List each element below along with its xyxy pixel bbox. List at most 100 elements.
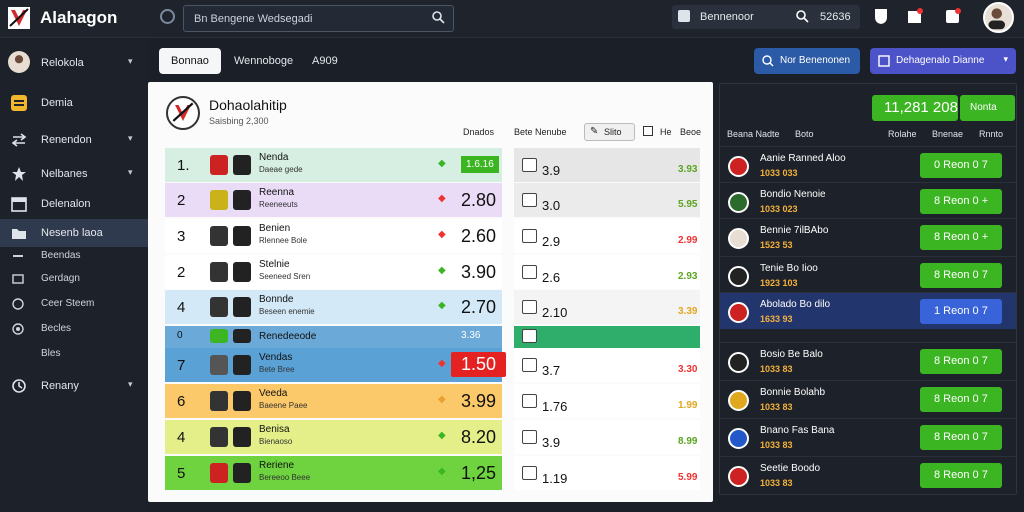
- bet-row[interactable]: Seetie Boodo 1033 83 8 Reon 0 7: [720, 456, 1016, 493]
- mid-row[interactable]: 3.7 3.30: [514, 348, 700, 382]
- chevron-down-icon: ▾: [1003, 54, 1008, 64]
- place-bet-button[interactable]: 8 Reon 0 +: [920, 225, 1002, 250]
- edit-toggle[interactable]: ✎ Slito: [584, 123, 635, 141]
- sidebar-item-renendon[interactable]: Renendon ▾: [0, 126, 148, 154]
- tab-bonnao[interactable]: Bonnao: [159, 48, 221, 74]
- odds-value[interactable]: 2.60: [461, 226, 497, 246]
- top-search-box[interactable]: Bennenoor 52636: [672, 5, 860, 29]
- bet-row[interactable]: Bonnie Bolahb 1033 83 8 Reon 0 7: [720, 380, 1016, 417]
- odds-value[interactable]: 2.70: [461, 297, 497, 317]
- place-bet-button[interactable]: 0 Reon 0 7: [920, 153, 1002, 178]
- bet-row[interactable]: Bosio Be Balo 1033 83 8 Reon 0 7: [720, 342, 1016, 379]
- dropdown-button[interactable]: Dehagenalo Dianne ▾: [870, 48, 1016, 74]
- bet-name: Abolado Bo dilo: [760, 299, 831, 310]
- odds-value[interactable]: 3.90: [461, 262, 497, 282]
- mid-row[interactable]: 3.0 5.95: [514, 183, 700, 217]
- compass-icon[interactable]: [160, 9, 175, 24]
- sidebar-item-renany[interactable]: Renany ▾: [0, 372, 148, 400]
- table-row[interactable]: 2 Stelnie Seeneed Sren ◆ 3.90: [165, 255, 502, 289]
- magnifier-icon[interactable]: [796, 10, 809, 23]
- mid-row[interactable]: 2.9 2.99: [514, 219, 700, 253]
- dash-icon: [13, 255, 23, 257]
- column-header: Rolahe: [888, 129, 917, 139]
- sidebar-sub-item[interactable]: Gerdagn: [0, 268, 148, 290]
- mid-row[interactable]: 1.19 5.99: [514, 456, 700, 490]
- sidebar-sub-item[interactable]: Becles: [0, 318, 148, 340]
- table-row[interactable]: 3 Benien Rlennee Bole ◆ 2.60: [165, 219, 502, 253]
- trend-arrow-icon: ◆: [438, 300, 446, 311]
- table-row[interactable]: 0 Renedeeode 3.36: [165, 326, 502, 348]
- sidebar-sub-item[interactable]: Ceer Steem: [0, 293, 148, 315]
- mid-row[interactable]: 2.6 2.93: [514, 255, 700, 289]
- trend-arrow-icon: ◆: [438, 430, 446, 441]
- bet-row[interactable]: Aanie Ranned Aloo 1033 033 0 Reon 0 7: [720, 146, 1016, 183]
- sidebar-item-nesenb-laoa[interactable]: Nesenb laoa: [0, 219, 148, 247]
- table-row[interactable]: 1. Nenda Daeae gede ◆ 1.6.16: [165, 148, 502, 182]
- table-row[interactable]: 5 Reriene Bereeoo Beee ◆ 1,25: [165, 456, 502, 490]
- tab-wennoboge[interactable]: Wennoboge: [234, 55, 294, 67]
- avatar[interactable]: [983, 2, 1014, 33]
- place-bet-button[interactable]: 8 Reon 0 7: [920, 425, 1002, 450]
- mid-row[interactable]: 1.76 1.99: [514, 384, 700, 418]
- mid-row[interactable]: 3.9 8.99: [514, 420, 700, 454]
- button-label: Nor Benenonen: [780, 55, 851, 66]
- primary-action-button[interactable]: Nor Benenonen: [754, 48, 860, 74]
- place-bet-button[interactable]: 8 Reon 0 7: [920, 463, 1002, 488]
- bet-name: Bnano Fas Bana: [760, 425, 835, 436]
- chevron-down-icon: ▾: [128, 133, 133, 143]
- tab-a909[interactable]: A909: [312, 55, 338, 67]
- notification-icon[interactable]: [944, 7, 962, 25]
- score-button[interactable]: Nonta: [960, 95, 1015, 121]
- shield-icon[interactable]: [872, 7, 890, 25]
- odds-value[interactable]: 1.50: [451, 352, 507, 377]
- odds-value[interactable]: 2.80: [461, 190, 497, 210]
- sidebar-item-nelbanes[interactable]: Nelbanes ▾: [0, 160, 148, 188]
- bet-row[interactable]: Bnano Fas Bana 1033 83 8 Reon 0 7: [720, 418, 1016, 455]
- team-alert-icon[interactable]: [906, 7, 924, 25]
- place-bet-button[interactable]: 1 Reon 0 7: [920, 299, 1002, 324]
- odds-value[interactable]: 3.99: [461, 391, 497, 411]
- odds-value[interactable]: 3.36: [461, 330, 481, 341]
- bet-row[interactable]: Bondio Nenoie 1033 023 8 Reon 0 +: [720, 182, 1016, 219]
- odds-value[interactable]: 1.6.16: [461, 156, 499, 173]
- mid-row[interactable]: 3.9 3.93: [514, 148, 700, 182]
- table-row[interactable]: 4 Benisa Bienaoso ◆ 8.20: [165, 420, 502, 454]
- checkbox[interactable]: [643, 126, 653, 136]
- home-crest-icon: [210, 391, 228, 411]
- search-input[interactable]: Bn Bengene Wedsegadi: [183, 5, 454, 32]
- rank: 4: [177, 429, 186, 446]
- bet-row[interactable]: Bennie 7ilBAbo 1523 53 8 Reon 0 +: [720, 218, 1016, 255]
- table-row[interactable]: 2 Reenna Reeneeuts ◆ 2.80: [165, 183, 502, 217]
- table-row[interactable]: 6 Veeda Baeene Paee ◆ 3.99: [165, 384, 502, 418]
- mid-row[interactable]: [514, 326, 700, 348]
- sidebar-item-demia[interactable]: Demia: [0, 89, 148, 117]
- bet-row[interactable]: Abolado Bo dilo 1633 93 1 Reon 0 7: [720, 292, 1016, 329]
- team-name: Vendas: [259, 352, 293, 363]
- bet-row[interactable]: Tenie Bo Iioo 1923 103 8 Reon 0 7: [720, 256, 1016, 293]
- rank: 2: [177, 192, 186, 209]
- place-bet-button[interactable]: 8 Reon 0 7: [920, 349, 1002, 374]
- table-row[interactable]: 7 Vendas Bete Bree ◆ 1.50: [165, 348, 507, 382]
- mid-row[interactable]: 2.10 3.39: [514, 290, 700, 324]
- team-name: Renedeeode: [259, 331, 317, 342]
- brand-logo-icon[interactable]: [8, 7, 30, 29]
- mid-change-value: 5.99: [678, 472, 698, 483]
- place-bet-button[interactable]: 8 Reon 0 +: [920, 189, 1002, 214]
- sidebar-item-relokola[interactable]: Relokola ▾: [0, 49, 148, 77]
- chevron-down-icon: ▾: [128, 379, 133, 389]
- trend-arrow-icon: ◆: [438, 158, 446, 169]
- market-icon: [522, 430, 537, 444]
- toggle-label: Slito: [604, 127, 622, 137]
- search-icon[interactable]: [432, 11, 445, 24]
- calendar-icon: [11, 197, 27, 212]
- place-bet-button[interactable]: 8 Reon 0 7: [920, 263, 1002, 288]
- table-row[interactable]: 4 Bonnde Beseen enemie ◆ 2.70: [165, 290, 502, 324]
- sidebar-sub-item[interactable]: Bles: [0, 343, 148, 365]
- odds-value[interactable]: 1,25: [461, 463, 497, 483]
- odds-value[interactable]: 8.20: [461, 427, 497, 447]
- sidebar-item-delenalon[interactable]: Delenalon: [0, 190, 148, 218]
- folder-icon: [12, 229, 26, 239]
- box-icon: [12, 274, 24, 284]
- place-bet-button[interactable]: 8 Reon 0 7: [920, 387, 1002, 412]
- sidebar-sub-item[interactable]: Beendas: [0, 245, 148, 267]
